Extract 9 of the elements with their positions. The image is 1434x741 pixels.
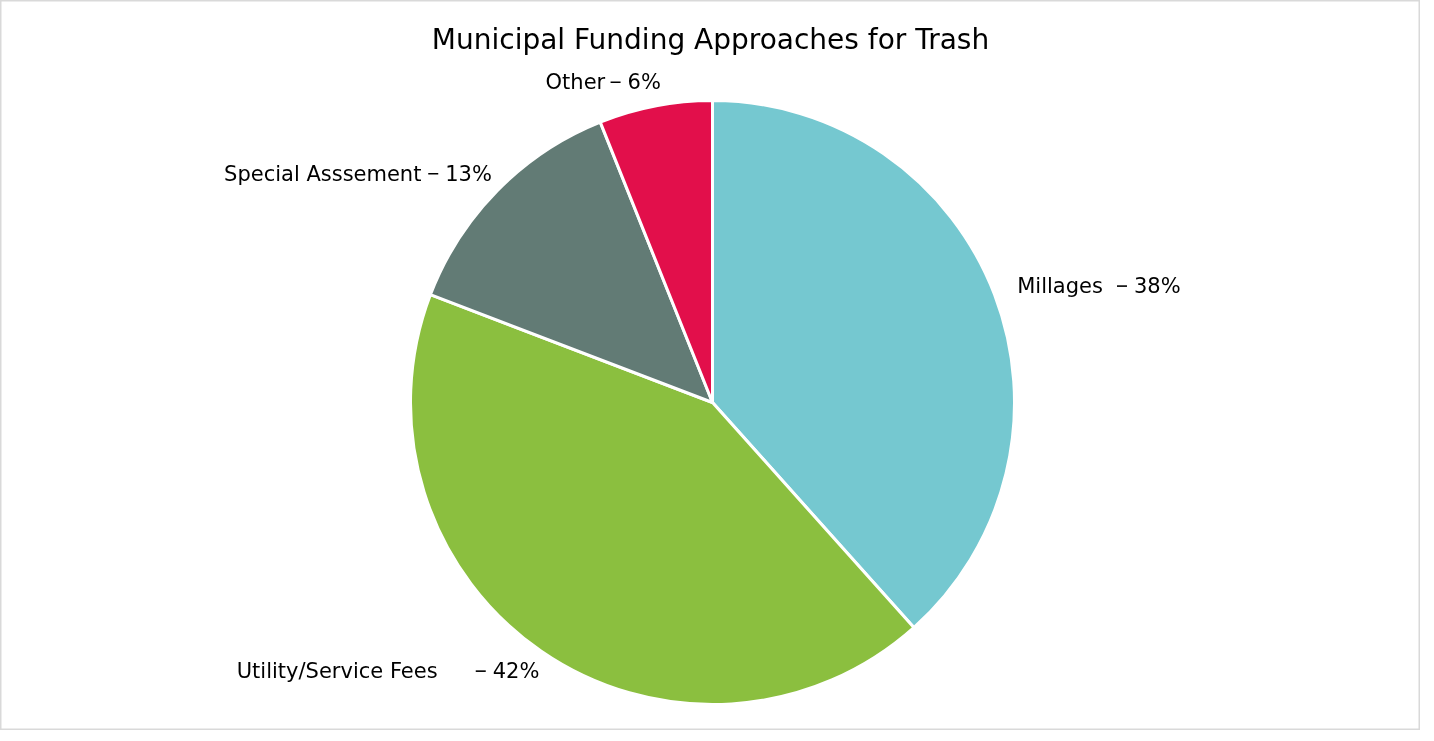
data-label: 13% — [445, 161, 492, 186]
data-label: 6% — [627, 70, 661, 95]
data-label: 42% — [492, 659, 540, 684]
slice-label: Special Asssement — [224, 161, 422, 186]
data-label: 38% — [1133, 274, 1181, 299]
chart-title: Municipal Funding Approaches for Trash — [431, 22, 990, 56]
slice-label: Other — [545, 70, 606, 95]
slice-label: Millages — [1017, 274, 1103, 299]
slice-label: Utility/Service Fees — [236, 659, 438, 684]
